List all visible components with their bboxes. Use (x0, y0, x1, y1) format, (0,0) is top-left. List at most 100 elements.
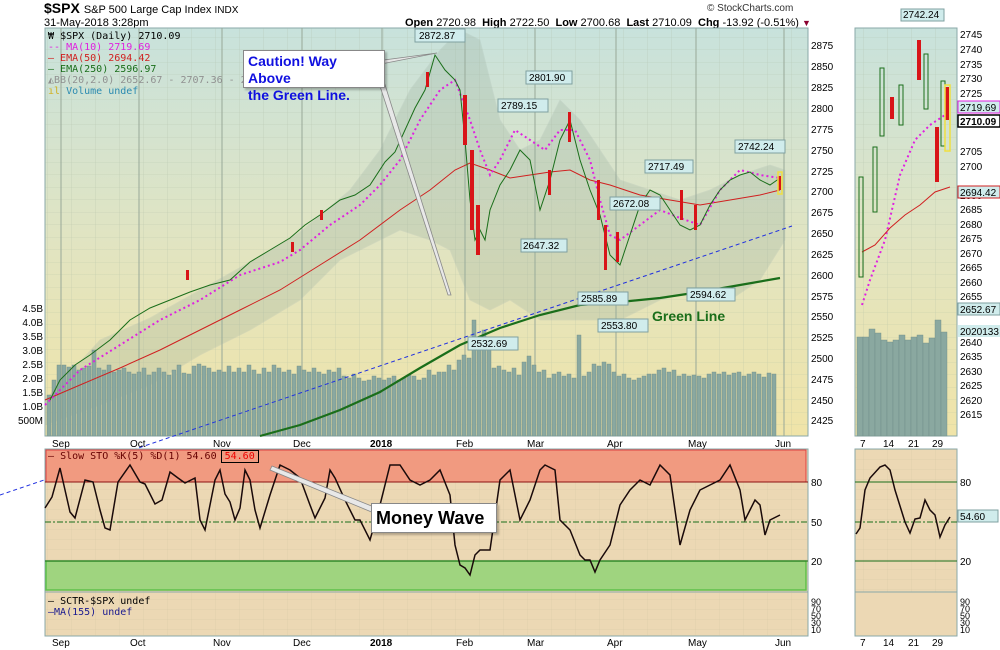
svg-text:50: 50 (811, 611, 821, 621)
svg-text:2020133: 2020133 (960, 327, 999, 338)
svg-text:Feb: Feb (456, 439, 474, 450)
svg-text:1.5B: 1.5B (22, 388, 43, 399)
svg-text:2665: 2665 (960, 263, 983, 274)
volume-axis: 4.5B 4.0B 3.5B 3.0B 2.5B 2.0B 1.5B 1.0B 500M (18, 304, 43, 427)
svg-text:Nov: Nov (213, 439, 231, 450)
svg-text:2620: 2620 (960, 396, 983, 407)
stochastic-value-box: 54.60 (220, 450, 259, 463)
legend-bb: ◭BB(20,2.0) 2652.67 - 2707.36 - 2762.05 (48, 75, 283, 86)
svg-text:14: 14 (883, 638, 895, 649)
svg-text:Jun: Jun (775, 439, 791, 450)
svg-text:2500: 2500 (811, 354, 834, 365)
price-legend: ₩ $SPX (Daily) 2710.09 -- MA(10) 2719.69… (48, 31, 283, 97)
svg-text:2594.62: 2594.62 (690, 290, 727, 301)
svg-text:Apr: Apr (607, 638, 623, 649)
down-arrow-icon: ▼ (801, 18, 811, 28)
svg-text:50: 50 (960, 611, 970, 621)
svg-text:2615: 2615 (960, 410, 983, 421)
svg-text:2652.67: 2652.67 (960, 305, 997, 316)
green-line-label: Green Line (652, 308, 725, 324)
ema50-line (44, 162, 781, 401)
svg-text:4.0B: 4.0B (22, 318, 43, 329)
svg-text:2742.24: 2742.24 (738, 142, 775, 153)
svg-text:2710.09: 2710.09 (960, 117, 997, 128)
month-axis-bottom: Sep Oct Nov Dec 2018 Feb Mar Apr May Jun (52, 638, 791, 649)
month-axis-top: Sep Oct Nov Dec 2018 Feb Mar Apr May Jun (52, 439, 791, 450)
svg-text:30: 30 (960, 618, 970, 628)
svg-text:2875: 2875 (811, 41, 834, 52)
svg-text:2585.89: 2585.89 (581, 294, 618, 305)
svg-text:Dec: Dec (293, 439, 311, 450)
svg-text:2675: 2675 (960, 234, 983, 245)
legend-ema50: — EMA(50) 2694.42 (48, 53, 151, 64)
svg-text:2719.69: 2719.69 (960, 103, 997, 114)
ma10-line (44, 78, 781, 406)
svg-text:2700: 2700 (960, 162, 983, 173)
svg-text:2640: 2640 (960, 338, 983, 349)
symbol-title: $SPX S&P 500 Large Cap Index INDX (44, 0, 239, 16)
svg-text:500M: 500M (18, 416, 43, 427)
svg-text:2630: 2630 (960, 367, 983, 378)
svg-text:2740: 2740 (960, 45, 983, 56)
svg-text:30: 30 (811, 618, 821, 628)
svg-text:2625: 2625 (811, 250, 834, 261)
caution-callout: Caution! Way Above the Green Line. (243, 50, 385, 103)
zoom-price-axis: 2745274027352730272527152705270026902685… (960, 30, 983, 421)
symbol-name: S&P 500 Large Cap Index INDX (83, 4, 239, 16)
svg-text:2475: 2475 (811, 375, 834, 386)
legend-price: ₩ $SPX (Daily) 2710.09 (48, 31, 181, 42)
svg-text:2850: 2850 (811, 62, 834, 73)
svg-text:10: 10 (811, 625, 821, 635)
svg-text:2675: 2675 (811, 208, 834, 219)
stochastic-line (44, 463, 781, 577)
svg-text:3.0B: 3.0B (22, 346, 43, 357)
bb-icon: ◭ (48, 75, 55, 86)
svg-text:2725: 2725 (960, 89, 983, 100)
svg-text:70: 70 (811, 604, 821, 614)
stochastic-panel: 80 50 20 (44, 448, 823, 593)
svg-text:2801.90: 2801.90 (529, 73, 566, 84)
svg-text:2775: 2775 (811, 125, 834, 136)
svg-text:2725: 2725 (811, 167, 834, 178)
svg-text:2575: 2575 (811, 292, 834, 303)
svg-text:20: 20 (811, 557, 823, 568)
svg-text:50: 50 (811, 518, 823, 529)
volume-bars (46, 319, 777, 437)
zoom-price-panel: 2742.24 27452740273527302725271527052700… (854, 8, 1000, 450)
sctr-legend: — SCTR-$SPX undef —MA(155) undef (48, 596, 151, 618)
svg-text:Sep: Sep (52, 638, 70, 649)
price-labels: 2872.87 2801.90 2789.15 2742.24 2717.49 … (414, 28, 786, 351)
ohlc-bar: Open 2720.98 High 2722.50 Low 2700.68 La… (405, 17, 811, 29)
svg-text:May: May (688, 439, 707, 450)
svg-text:2018: 2018 (370, 638, 393, 649)
svg-text:2018: 2018 (370, 439, 393, 450)
candle-icon: ₩ (48, 31, 55, 42)
svg-text:80: 80 (960, 478, 972, 489)
svg-text:2694.42: 2694.42 (960, 188, 997, 199)
svg-text:21: 21 (908, 638, 920, 649)
chart-datetime: 31-May-2018 3:28pm (44, 17, 149, 29)
stochastic-axis: 80 50 20 (811, 478, 823, 568)
svg-text:2750: 2750 (811, 146, 834, 157)
svg-text:2450: 2450 (811, 396, 834, 407)
svg-text:Apr: Apr (607, 439, 623, 450)
svg-text:2735: 2735 (960, 60, 983, 71)
zoom-day-axis-top: 7 14 21 29 (860, 439, 944, 450)
svg-text:2.5B: 2.5B (22, 360, 43, 371)
svg-text:Jun: Jun (775, 638, 791, 649)
legend-ma10: -- MA(10) 2719.69 (48, 42, 151, 53)
svg-text:2550: 2550 (811, 312, 834, 323)
svg-text:7: 7 (860, 638, 866, 649)
svg-text:2425: 2425 (811, 416, 834, 427)
svg-text:2525: 2525 (811, 333, 834, 344)
copyright: © StockCharts.com (707, 3, 794, 14)
svg-text:2670: 2670 (960, 249, 983, 260)
price-axis: 2875 2850 2825 2800 2775 2750 2725 2700 2675 2650… (811, 41, 834, 427)
money-wave-callout: Money Wave (371, 503, 497, 533)
svg-text:2600: 2600 (811, 271, 834, 282)
svg-text:Mar: Mar (527, 439, 545, 450)
candles (49, 53, 783, 401)
svg-text:2825: 2825 (811, 83, 834, 94)
